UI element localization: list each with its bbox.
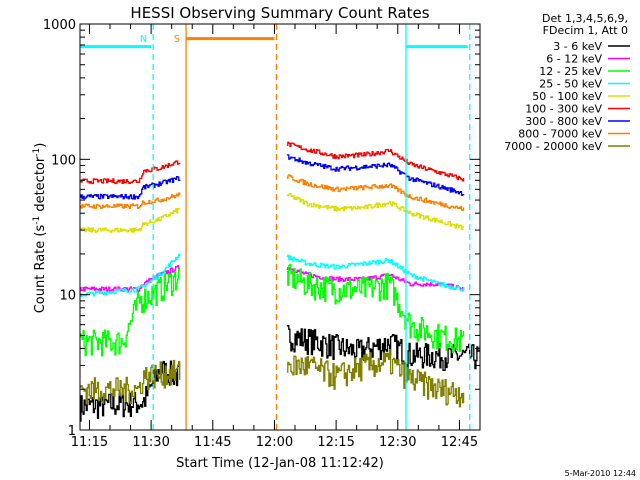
x-tick-label-6: 12:45 (441, 435, 478, 450)
series-4-line-pre (80, 207, 181, 233)
legend-label-3: 25 - 50 keV (539, 78, 602, 91)
x-tick-label-1: 11:30 (132, 435, 169, 450)
annotation-label-1: N (140, 34, 147, 45)
legend-label-0: 3 - 6 keV (553, 40, 602, 53)
series-6-line-post (286, 154, 465, 196)
legend-label-7: 800 - 7000 keV (518, 128, 602, 141)
series-7 (80, 174, 465, 211)
legend-label-2: 12 - 25 keV (539, 65, 602, 78)
series-0-line-pre (80, 360, 181, 422)
series-7-line-pre (80, 192, 181, 210)
chart-title: HESSI Observing Summary Count Rates (130, 4, 429, 22)
series-3 (80, 253, 465, 297)
legend-label-5: 100 - 300 keV (525, 103, 602, 116)
series-4 (80, 192, 465, 233)
series-3-line-post (286, 254, 465, 292)
series-2-line-pre (80, 268, 181, 357)
series-0 (80, 325, 480, 422)
legend-header-0: Det 1,3,4,5,6,9, (542, 12, 628, 25)
series-6 (80, 154, 465, 200)
y-tick-label-3: 1000 (43, 18, 76, 33)
y-tick-label-2: 100 (51, 153, 76, 168)
x-tick-label-3: 12:00 (256, 435, 293, 450)
y-tick-label-1: 10 (59, 289, 76, 304)
plot-frame (79, 23, 481, 431)
series-4-line-post (286, 192, 465, 231)
y-tick-label-0: 1 (68, 424, 76, 439)
series-5-line-pre (80, 160, 181, 185)
legend-label-1: 6 - 12 keV (546, 53, 602, 66)
series-2 (80, 263, 465, 357)
plot-area: N S 11:15 11:30 11:45 12:00 12:15 12:30 12:45 1 10… (43, 18, 481, 450)
y-axis-label: Count Rate (s-1 detector-1) (32, 143, 48, 314)
legend-label-4: 50 - 100 keV (532, 90, 602, 103)
series-5 (80, 141, 465, 185)
legend-header-1: FDecim 1, Att 0 (543, 24, 628, 37)
series-5-line-post (286, 141, 465, 182)
x-tick-label-4: 12:15 (317, 435, 354, 450)
series-8-line-pre (80, 359, 181, 405)
x-tick-label-5: 12:30 (379, 435, 416, 450)
legend-label-8: 7000 - 20000 keV (504, 140, 602, 153)
series-1-line-post (286, 266, 465, 291)
x-tick-label-0: 11:15 (71, 435, 108, 450)
series-0-line-post (286, 325, 480, 371)
legend-label-6: 300 - 800 keV (525, 115, 602, 128)
annotation-label-2: S (174, 34, 180, 45)
data-layer (80, 141, 480, 422)
legend: Det 1,3,4,5,6,9,FDecim 1, Att 0 3 - 6 keV… (504, 12, 630, 153)
series-1-line-pre (80, 265, 180, 293)
x-axis-label: Start Time (12-Jan-08 11:12:42) (176, 456, 384, 471)
x-tick-label-2: 11:45 (194, 435, 231, 450)
series-1 (80, 265, 465, 293)
series-6-line-pre (80, 176, 181, 200)
series-8 (80, 349, 465, 408)
series-2-line-post (286, 263, 465, 354)
footer-timestamp: 5-Mar-2010 12:44 (565, 469, 636, 478)
series-8-line-post (286, 349, 465, 408)
series-7-line-post (286, 174, 465, 211)
series-3-line-pre (80, 253, 181, 297)
